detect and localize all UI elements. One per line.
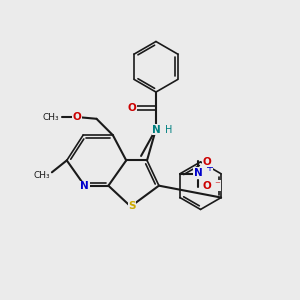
- Text: O: O: [128, 103, 136, 113]
- Text: H: H: [165, 125, 172, 135]
- Text: CH₃: CH₃: [33, 171, 50, 180]
- Text: O: O: [73, 112, 82, 122]
- Text: N: N: [80, 181, 89, 191]
- Text: ⁻: ⁻: [215, 181, 220, 191]
- Text: N: N: [152, 125, 161, 135]
- Text: +: +: [205, 164, 213, 173]
- Text: O: O: [202, 181, 211, 191]
- Text: S: S: [128, 202, 136, 212]
- Text: N: N: [194, 168, 203, 178]
- Text: CH₃: CH₃: [43, 113, 59, 122]
- Text: O: O: [202, 157, 211, 167]
